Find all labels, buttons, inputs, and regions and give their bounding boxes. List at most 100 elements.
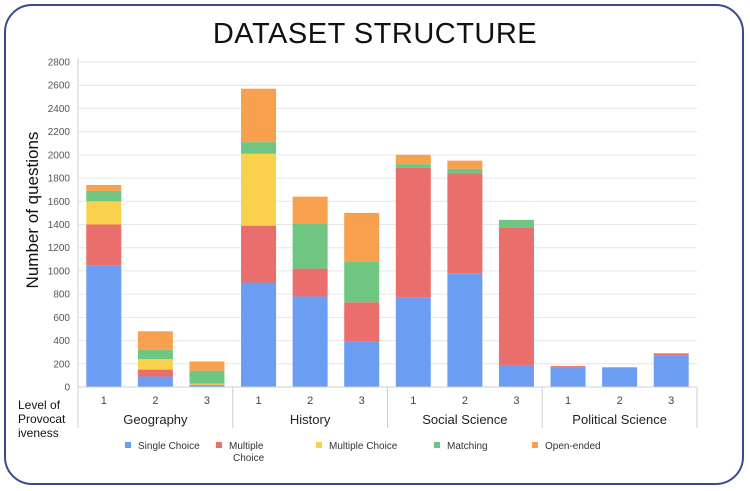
- bar-segment: [137, 349, 173, 360]
- bar-segment: [292, 196, 328, 224]
- y-tick-label: 1200: [48, 243, 71, 254]
- bar-segment: [653, 355, 689, 387]
- legend-label: Matching: [447, 441, 488, 452]
- x-axis-label: Level of Provocat iveness: [18, 398, 76, 440]
- bar-segment: [292, 223, 328, 269]
- x-axis-label-line: Provocat: [18, 412, 66, 426]
- bar-segment: [86, 185, 122, 191]
- bar-segment: [86, 224, 122, 266]
- x-tick-label: 2: [152, 395, 158, 407]
- y-tick-label: 1400: [48, 220, 71, 231]
- legend-label: Choice: [233, 453, 265, 464]
- bar-segment: [241, 142, 277, 154]
- bar-segment: [653, 353, 689, 356]
- bar-segment: [241, 88, 277, 143]
- bar-segment: [241, 153, 277, 226]
- legend-label: Single Choice: [138, 441, 200, 452]
- bar-segment: [137, 376, 173, 387]
- bar-segment: [602, 367, 638, 387]
- bar-segment: [241, 282, 277, 387]
- bar-segment: [395, 167, 431, 298]
- x-tick-label: 1: [410, 395, 416, 407]
- bar-segment: [344, 341, 380, 387]
- bar-segment: [344, 302, 380, 342]
- legend-item: Matching: [434, 441, 488, 453]
- y-tick-label: 1600: [48, 197, 71, 208]
- axes: 0 200 400 600 800 1000 1200 1400 1600 1800 2000 220…: [48, 58, 698, 428]
- group-label: Political Science: [572, 412, 667, 427]
- bar-segment: [395, 164, 431, 168]
- bar-segment: [292, 296, 328, 387]
- bar-segment: [498, 227, 534, 365]
- legend-swatch: [316, 442, 322, 448]
- bar-segment: [447, 168, 483, 174]
- bar-segment: [137, 369, 173, 377]
- legend-swatch: [434, 442, 440, 448]
- bar-segment: [447, 273, 483, 387]
- legend-item: Multiple Choice: [216, 441, 264, 465]
- bar-segment: [86, 201, 122, 225]
- bar-segment: [189, 384, 225, 386]
- x-tick-label: 3: [359, 395, 365, 407]
- bar-segment: [447, 173, 483, 274]
- bar-segment: [189, 361, 225, 371]
- bar-segment: [86, 190, 122, 202]
- bar-segment: [395, 297, 431, 387]
- y-tick-label: 1000: [48, 266, 71, 277]
- legend-label: Multiple Choice: [329, 441, 398, 452]
- legend-swatch: [216, 442, 222, 448]
- bar-segment: [550, 366, 586, 368]
- legend-label: Multiple: [229, 441, 264, 452]
- y-tick-label: 2600: [48, 81, 71, 92]
- x-tick-label: 2: [307, 395, 313, 407]
- y-tick-label: 2000: [48, 150, 71, 161]
- x-tick-label: 3: [204, 395, 210, 407]
- bar-segment: [395, 154, 431, 165]
- x-tick-label: 2: [617, 395, 623, 407]
- bar-segment: [137, 359, 173, 370]
- bar-segment: [86, 265, 122, 387]
- bar-segment: [498, 364, 534, 387]
- x-axis-label-line: iveness: [18, 426, 59, 440]
- bars: [86, 88, 689, 387]
- x-tick-label: 2: [462, 395, 468, 407]
- x-tick-label: 3: [513, 395, 519, 407]
- x-tick-label: 1: [255, 395, 261, 407]
- group-label: Geography: [123, 412, 188, 427]
- bar-segment: [189, 385, 225, 387]
- y-tick-label: 1800: [48, 174, 71, 185]
- bar-segment: [241, 225, 277, 283]
- legend-item: Single Choice: [125, 441, 200, 453]
- x-axis-label-line: Level of: [18, 398, 61, 412]
- group-label: Social Science: [422, 412, 507, 427]
- legend-item: Multiple Choice: [316, 441, 397, 453]
- x-tick-label: 1: [101, 395, 107, 407]
- bar-segment: [447, 160, 483, 169]
- y-tick-label: 600: [53, 313, 70, 324]
- bar-segment: [292, 268, 328, 297]
- y-tick-label: 2400: [48, 104, 71, 115]
- y-tick-label: 2200: [48, 127, 71, 138]
- bar-segment: [344, 261, 380, 303]
- y-tick-label: 0: [64, 383, 70, 394]
- group-label: History: [290, 412, 331, 427]
- y-axis-label: Number of questions: [23, 131, 42, 289]
- bar-segment: [498, 219, 534, 228]
- legend-item: Open-ended: [532, 441, 601, 453]
- legend-label: Open-ended: [545, 441, 601, 452]
- x-tick-label: 1: [565, 395, 571, 407]
- bar-segment: [189, 383, 225, 385]
- y-tick-label: 800: [53, 290, 70, 301]
- bar-segment: [344, 212, 380, 262]
- bar-segment: [550, 367, 586, 387]
- y-tick-label: 400: [53, 336, 70, 347]
- legend-swatch: [532, 442, 538, 448]
- chart-title: DATASET STRUCTURE: [212, 18, 538, 50]
- x-tick-label: 3: [668, 395, 674, 407]
- bar-segment: [189, 370, 225, 384]
- y-tick-label: 2800: [48, 58, 71, 69]
- legend-swatch: [125, 442, 131, 448]
- bar-segment: [137, 331, 173, 350]
- y-tick-label: 200: [53, 359, 70, 370]
